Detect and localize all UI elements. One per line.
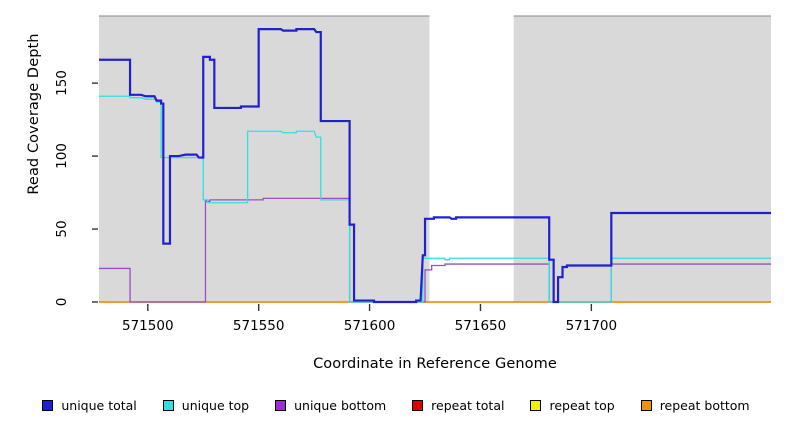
legend-swatch-icon (275, 400, 287, 411)
shaded-region-1 (513, 16, 771, 302)
legend-label: repeat top (549, 398, 615, 413)
x-tick-label: 571650 (454, 318, 507, 334)
legend-item[interactable]: repeat top (530, 398, 615, 413)
legend-item[interactable]: repeat total (412, 398, 504, 413)
y-tick-label: 50 (54, 220, 70, 238)
y-axis-title: Read Coverage Depth (26, 33, 42, 195)
y-tick-label: 100 (54, 143, 70, 169)
x-tick-label: 571500 (122, 318, 174, 334)
y-tick-label: 150 (54, 70, 70, 96)
legend-label: repeat total (431, 398, 505, 413)
legend-item[interactable]: unique top (162, 398, 250, 413)
legend-swatch-icon (42, 400, 54, 411)
legend-swatch-icon (412, 400, 424, 411)
chart-legend: unique total unique top unique bottom repea… (0, 398, 792, 413)
legend-label: repeat bottom (659, 398, 750, 413)
shaded-region-0 (99, 16, 430, 302)
legend-item[interactable]: repeat bottom (640, 398, 750, 413)
axis-group (92, 82, 593, 311)
series-line-unique-total (99, 28, 771, 304)
y-tick-label: 0 (54, 297, 70, 307)
x-axis-title: Coordinate in Reference Genome (313, 356, 557, 372)
x-tick-label: 571550 (232, 318, 285, 334)
legend-label: unique total (61, 398, 137, 413)
x-tick-label: 571600 (343, 318, 396, 334)
x-tick-label: 571700 (565, 318, 618, 334)
legend-label: unique top (181, 398, 250, 413)
legend-item[interactable]: unique bottom (275, 398, 386, 413)
legend-label: unique bottom (294, 398, 387, 413)
legend-swatch-icon (162, 400, 174, 411)
legend-swatch-icon (640, 400, 652, 411)
legend-item[interactable]: unique total (42, 398, 137, 413)
legend-swatch-icon (530, 400, 542, 411)
